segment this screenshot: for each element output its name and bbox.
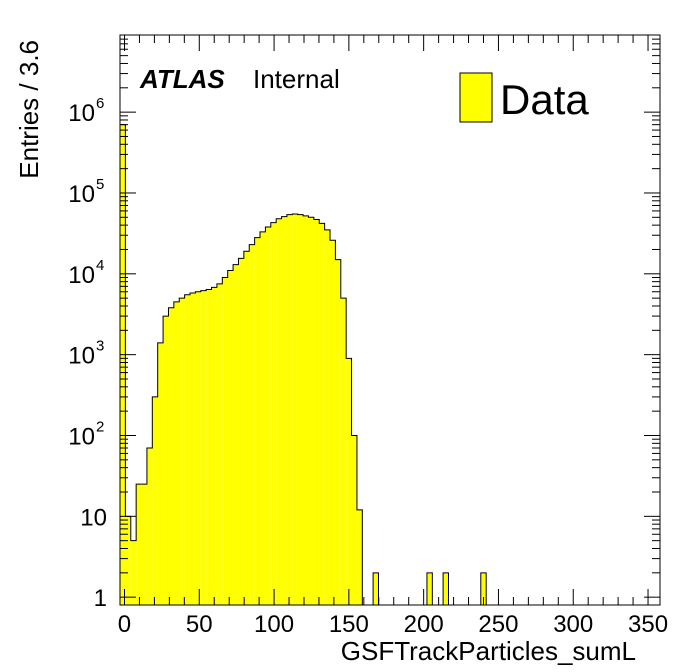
histogram-bar bbox=[480, 572, 487, 605]
histogram-bar bbox=[260, 231, 266, 606]
histogram-bar bbox=[324, 229, 331, 605]
histogram-bar bbox=[313, 219, 320, 606]
histogram-bar bbox=[335, 259, 341, 605]
histogram-bar bbox=[286, 214, 293, 605]
y-tick-exponent: 5 bbox=[96, 176, 104, 193]
histogram-bar bbox=[200, 290, 207, 605]
legend-swatch bbox=[459, 72, 493, 123]
x-tick-labels: 0 50 100 150 200 250 300 350 bbox=[118, 611, 668, 638]
y-tick-label: 10 bbox=[68, 343, 95, 370]
y-tick-exponent: 2 bbox=[96, 418, 104, 435]
histogram-bar bbox=[195, 291, 201, 605]
legend-label: Data bbox=[500, 76, 589, 123]
atlas-label-internal: Internal bbox=[253, 64, 340, 94]
histogram-bar bbox=[276, 218, 282, 605]
x-tick-label: 100 bbox=[254, 611, 294, 638]
histogram-bar bbox=[125, 516, 131, 605]
histogram-bar bbox=[163, 316, 169, 605]
y-tick-exponent: 4 bbox=[96, 257, 104, 274]
histogram-bar bbox=[190, 292, 196, 605]
histogram-bar bbox=[319, 223, 325, 605]
histogram-bar bbox=[297, 214, 304, 605]
histogram-bar bbox=[152, 396, 158, 605]
x-tick-label: 150 bbox=[329, 611, 369, 638]
histogram-bar bbox=[346, 358, 352, 605]
histogram-bar bbox=[254, 237, 261, 606]
histogram-bar bbox=[211, 287, 217, 605]
histogram-bar bbox=[136, 484, 142, 605]
legend: Data bbox=[459, 72, 589, 123]
histogram-bar bbox=[184, 294, 191, 605]
histogram-bar bbox=[146, 448, 153, 605]
histogram-bar bbox=[249, 244, 255, 605]
y-tick-label: 1 bbox=[94, 585, 107, 612]
histogram-bar bbox=[443, 572, 449, 605]
histogram-bar bbox=[340, 298, 347, 605]
histogram-bar bbox=[373, 572, 379, 605]
histogram-bar bbox=[292, 213, 298, 606]
histogram-bar bbox=[179, 298, 185, 605]
y-tick-label: 10 bbox=[68, 181, 95, 208]
y-tick-label: 10 bbox=[68, 423, 95, 450]
histogram-bar bbox=[303, 215, 309, 605]
histogram-bar bbox=[168, 307, 174, 605]
x-tick-label: 200 bbox=[404, 611, 444, 638]
histogram-bar bbox=[426, 572, 433, 605]
atlas-label-bold: ATLAS bbox=[139, 64, 225, 94]
histogram-bar bbox=[351, 435, 357, 605]
histogram-bar bbox=[233, 264, 239, 605]
histogram-bar bbox=[130, 540, 137, 605]
x-tick-label: 250 bbox=[478, 611, 518, 638]
histogram-bar bbox=[141, 484, 147, 605]
histogram-bar bbox=[330, 240, 336, 606]
histogram-bar bbox=[120, 124, 126, 605]
x-tick-label: 0 bbox=[118, 611, 131, 638]
y-tick-label: 10 bbox=[68, 100, 95, 127]
y-axis-label: Entries / 3.6 bbox=[14, 40, 44, 179]
x-axis-label: GSFTrackParticles_sumL bbox=[341, 636, 636, 666]
histogram-bar bbox=[216, 283, 223, 605]
histogram-bar bbox=[222, 277, 228, 605]
histogram-bar bbox=[356, 509, 363, 605]
atlas-label: ATLAS Internal bbox=[139, 64, 340, 94]
histogram-bar bbox=[281, 216, 287, 606]
x-tick-label: 300 bbox=[553, 611, 593, 638]
histogram-bar bbox=[270, 222, 277, 605]
y-tick-label: 10 bbox=[80, 504, 107, 531]
histogram-bar bbox=[308, 217, 314, 605]
histogram-bar bbox=[227, 270, 234, 605]
x-tick-label: 50 bbox=[186, 611, 213, 638]
histogram-bar bbox=[265, 226, 271, 605]
y-tick-exponent: 3 bbox=[96, 338, 104, 355]
histogram-bar bbox=[238, 258, 244, 605]
histogram-bar bbox=[157, 342, 164, 605]
x-tick-label: 350 bbox=[628, 611, 668, 638]
axis-ticks bbox=[120, 34, 660, 605]
plot-frame bbox=[119, 34, 661, 606]
histogram-bars bbox=[119, 124, 492, 606]
y-tick-label: 10 bbox=[68, 262, 95, 289]
histogram-bar bbox=[243, 251, 250, 605]
histogram-bar bbox=[206, 289, 212, 605]
histogram-bar bbox=[173, 301, 180, 605]
y-tick-exponent: 6 bbox=[96, 95, 104, 112]
